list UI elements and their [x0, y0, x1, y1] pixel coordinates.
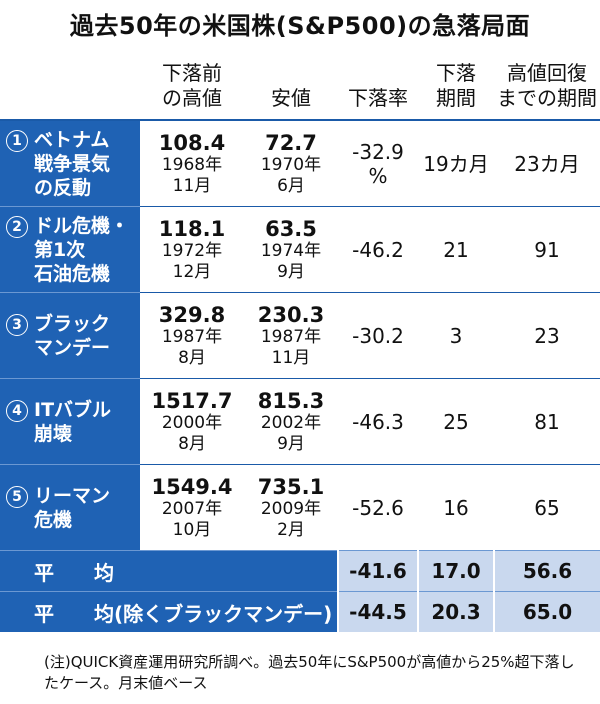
low-cell: 63.5 1974年 9月 [244, 206, 338, 293]
average-label: 平 均 [0, 550, 338, 592]
recovery-duration-cell: 23カ月 [494, 120, 600, 207]
table-row: 5 リーマン 危機 1549.4 2007年 10月 735.1 2009年 2… [0, 464, 600, 551]
footnote-prefix: (注) [44, 653, 71, 671]
decline-rate-cell: -32.9 % [338, 120, 418, 207]
low-date-year: 1987年 [260, 326, 322, 347]
decline-duration-cell: 21 [418, 206, 494, 293]
header-decline-rate: 下落率 [338, 44, 418, 121]
circled-number: 5 [6, 485, 28, 508]
circled-number: 2 [6, 215, 28, 238]
recovery-duration-cell: 81 [494, 378, 600, 465]
low-date-month: 2月 [277, 519, 305, 540]
event-label: 1 ベトナム 戦争景気 の反動 [0, 120, 140, 207]
header-before-high: 下落前 の高値 [140, 44, 244, 121]
before-high-cell: 118.1 1972年 12月 [140, 206, 244, 293]
event-name: リーマン 危機 [34, 484, 111, 531]
crash-table: 下落前 の高値 安値 下落率 下落 期間 高値回復 までの期間 1 ベトナム 戦… [0, 44, 600, 632]
high-date-year: 1968年 [161, 154, 223, 175]
low-date-month: 6月 [277, 175, 305, 196]
high-date-month: 8月 [178, 433, 206, 454]
decline-duration-cell: 25 [418, 378, 494, 465]
high-value: 118.1 [158, 216, 226, 241]
low-date-year: 1970年 [260, 154, 322, 175]
low-date-year: 1974年 [260, 240, 322, 261]
page-title: 過去50年の米国株(S&P500)の急落局面 [69, 12, 531, 40]
high-date-year: 1987年 [161, 326, 223, 347]
header-decline-duration: 下落 期間 [418, 44, 494, 121]
low-cell: 72.7 1970年 6月 [244, 120, 338, 207]
event-name: ITバブル 崩壊 [34, 398, 112, 445]
average-row: 平 均 -41.6 17.0 56.6 [0, 550, 600, 592]
low-value: 72.7 [265, 130, 317, 155]
decline-rate-cell: -46.2 [338, 206, 418, 293]
before-high-cell: 1517.7 2000年 8月 [140, 378, 244, 465]
high-date-year: 1972年 [161, 240, 223, 261]
header-blank [0, 44, 140, 121]
event-name: ブラック マンデー [34, 312, 111, 359]
circled-number: 4 [6, 399, 28, 422]
high-value: 1517.7 [151, 388, 233, 413]
average-decline-rate: -44.5 [337, 591, 418, 632]
low-cell: 815.3 2002年 9月 [244, 378, 338, 465]
footnote: (注)QUICK資産運用研究所調べ。過去50年にS&P500が高値から25%超下… [44, 652, 584, 694]
table-row: 1 ベトナム 戦争景気 の反動 108.4 1968年 11月 72.7 197… [0, 120, 600, 207]
high-date-year: 2007年 [161, 498, 223, 519]
low-date-year: 2002年 [260, 412, 322, 433]
circled-number: 1 [6, 129, 28, 152]
before-high-cell: 108.4 1968年 11月 [140, 120, 244, 207]
low-cell: 735.1 2009年 2月 [244, 465, 338, 551]
decline-rate-cell: -46.3 [338, 378, 418, 465]
low-value: 63.5 [265, 216, 317, 241]
high-date-month: 10月 [172, 519, 212, 540]
footnote-text: QUICK資産運用研究所調べ。過去50年にS&P500が高値から25%超下落した… [44, 653, 575, 692]
low-value: 735.1 [257, 474, 325, 499]
average-recovery-duration: 56.6 [493, 550, 600, 592]
low-date-month: 11月 [271, 347, 311, 368]
circled-number: 3 [6, 313, 28, 336]
table-row: 2 ドル危機・ 第1次 石油危機 118.1 1972年 12月 63.5 19… [0, 206, 600, 293]
event-label: 5 リーマン 危機 [0, 464, 140, 551]
before-high-cell: 329.8 1987年 8月 [140, 292, 244, 379]
event-name: ベトナム 戦争景気 の反動 [34, 128, 111, 199]
high-value: 329.8 [158, 302, 226, 327]
event-label: 2 ドル危機・ 第1次 石油危機 [0, 206, 140, 293]
low-date-year: 2009年 [260, 498, 322, 519]
high-date-month: 8月 [178, 347, 206, 368]
high-date-year: 2000年 [161, 412, 223, 433]
recovery-duration-cell: 65 [534, 495, 560, 520]
header-low: 安値 [244, 44, 338, 121]
low-date-month: 9月 [277, 433, 305, 454]
decline-rate-cell: -52.6 [352, 495, 404, 520]
recovery-duration-cell: 91 [494, 206, 600, 293]
high-value: 108.4 [158, 130, 226, 155]
event-name: ドル危機・ 第1次 石油危機 [34, 214, 130, 285]
table-row: 3 ブラック マンデー 329.8 1987年 8月 230.3 1987年 1… [0, 292, 600, 379]
average-recovery-duration: 65.0 [493, 591, 600, 632]
high-date-month: 12月 [172, 261, 212, 282]
before-high-cell: 1549.4 2007年 10月 [140, 465, 244, 551]
header-recovery-duration: 高値回復 までの期間 [494, 44, 600, 121]
average-decline-duration: 17.0 [417, 550, 494, 592]
event-label: 3 ブラック マンデー [0, 292, 140, 379]
average-decline-duration: 20.3 [417, 591, 494, 632]
decline-duration-cell: 19カ月 [418, 120, 494, 207]
average-label-excl: 平 均(除くブラックマンデー) [0, 591, 338, 632]
header-row: 下落前 の高値 安値 下落率 下落 期間 高値回復 までの期間 [0, 44, 600, 121]
average-row-excl-black-monday: 平 均(除くブラックマンデー) -44.5 20.3 65.0 [0, 591, 600, 632]
decline-rate-cell: -30.2 [338, 292, 418, 379]
decline-duration-cell: 16 [443, 495, 469, 520]
average-decline-rate: -41.6 [337, 550, 418, 592]
event-label: 4 ITバブル 崩壊 [0, 378, 140, 465]
low-value: 230.3 [257, 302, 325, 327]
low-cell: 230.3 1987年 11月 [244, 292, 338, 379]
event-rows: 1 ベトナム 戦争景気 の反動 108.4 1968年 11月 72.7 197… [0, 120, 600, 551]
decline-duration-cell: 3 [418, 292, 494, 379]
low-value: 815.3 [257, 388, 325, 413]
table-row: 4 ITバブル 崩壊 1517.7 2000年 8月 815.3 2002年 9… [0, 378, 600, 465]
high-date-month: 11月 [172, 175, 212, 196]
recovery-duration-cell: 23 [494, 292, 600, 379]
low-date-month: 9月 [277, 261, 305, 282]
average-rows: 平 均 -41.6 17.0 56.6 平 均(除くブラックマンデー) -44.… [0, 550, 600, 632]
high-value: 1549.4 [151, 474, 233, 499]
